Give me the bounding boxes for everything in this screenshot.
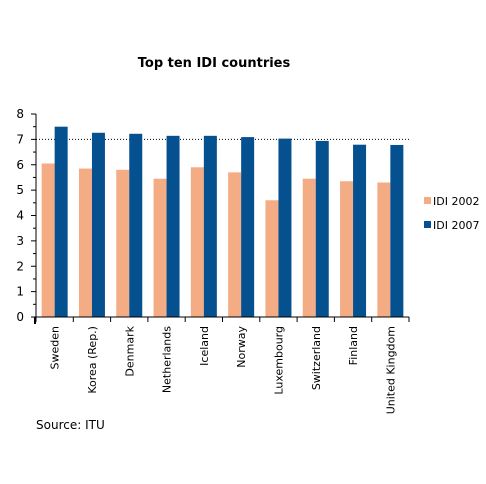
x-tick-label-9: United Kingdom xyxy=(384,326,397,414)
bar-idi-2002-1 xyxy=(78,168,92,317)
x-tick-label-2: Denmark xyxy=(123,325,136,376)
x-tick-label-4: Iceland xyxy=(198,326,211,366)
x-tick-label-8: Finland xyxy=(347,326,360,365)
bar-idi-2002-9 xyxy=(377,182,391,317)
x-tick-label-5: Norway xyxy=(235,326,248,368)
chart-title: Top ten IDI countries xyxy=(138,56,291,71)
bar-idi-2007-6 xyxy=(278,138,292,317)
bar-idi-2007-2 xyxy=(129,133,143,317)
bar-idi-2007-8 xyxy=(353,144,367,317)
x-tick-label-7: Switzerland xyxy=(310,326,323,390)
y-tick-label-0: 0 xyxy=(16,310,24,324)
legend: IDI 2002 IDI 2007 xyxy=(424,195,479,232)
y-tick-label-2: 2 xyxy=(16,259,24,273)
bar-idi-2007-9 xyxy=(390,144,404,317)
x-tick-label-3: Netherlands xyxy=(161,326,174,393)
y-tick-label-3: 3 xyxy=(16,234,24,248)
y-tick-label-4: 4 xyxy=(16,209,24,223)
bar-idi-2002-3 xyxy=(153,178,167,317)
bar-idi-2002-0 xyxy=(41,163,55,317)
bar-idi-2007-4 xyxy=(203,135,217,317)
bar-idi-2002-4 xyxy=(190,167,204,317)
y-tick-label-5: 5 xyxy=(16,183,24,197)
legend-swatch-0 xyxy=(424,197,431,204)
legend-label-0: IDI 2002 xyxy=(433,195,479,208)
bar-idi-2007-0 xyxy=(54,126,68,317)
bar-idi-2002-5 xyxy=(228,172,242,317)
bar-idi-2002-8 xyxy=(340,181,354,317)
y-tick-label-8: 8 xyxy=(16,107,24,121)
y-tick-label-6: 6 xyxy=(16,158,24,172)
bar-idi-2002-7 xyxy=(302,178,316,317)
x-tick-label-6: Luxembourg xyxy=(272,326,285,395)
axis-layer: 0 1 2 3 4 5 6 7 8 Sweden Korea (Rep.) Denmark Nether… xyxy=(16,107,410,414)
x-tick-label-0: Sweden xyxy=(49,326,62,369)
legend-label-1: IDI 2007 xyxy=(433,219,479,232)
bar-idi-2002-6 xyxy=(265,200,279,317)
bars-layer xyxy=(41,126,404,317)
bar-idi-2007-7 xyxy=(315,140,329,317)
x-tick-label-1: Korea (Rep.) xyxy=(86,326,99,394)
y-tick-label-1: 1 xyxy=(16,285,24,299)
source-note: Source: ITU xyxy=(36,418,105,432)
y-tick-label-7: 7 xyxy=(16,132,24,146)
bar-idi-2007-5 xyxy=(241,137,255,317)
bar-idi-2002-2 xyxy=(116,169,130,317)
bar-idi-2007-1 xyxy=(91,132,105,317)
bar-idi-2007-3 xyxy=(166,135,180,317)
legend-swatch-1 xyxy=(424,221,431,228)
